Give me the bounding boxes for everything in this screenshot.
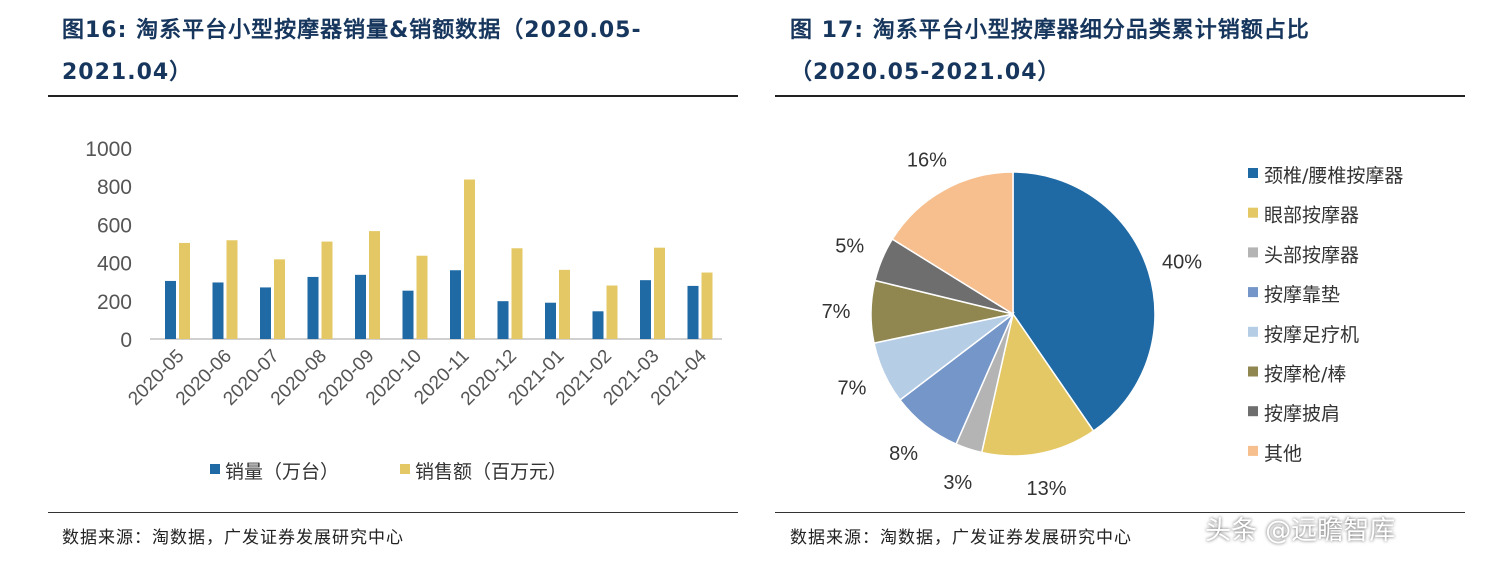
pie-label: 3% (943, 472, 972, 494)
legend-label: 按摩枪/棒 (1264, 364, 1346, 386)
legend-label: 颈椎/腰椎按摩器 (1264, 165, 1403, 187)
y-tick-label: 200 (97, 291, 132, 314)
pie-label: 40% (1162, 251, 1202, 273)
legend-swatch (1248, 287, 1258, 298)
legend-swatch (1248, 207, 1258, 218)
bar-sales (654, 247, 665, 339)
bar-sales (369, 231, 380, 339)
bar-volume (640, 280, 651, 339)
legend-swatch (1248, 406, 1258, 417)
bar-volume (165, 280, 176, 339)
y-tick-label: 1000 (85, 138, 132, 161)
bar-sales (464, 179, 475, 339)
y-tick-label: 600 (97, 214, 132, 237)
bar-volume (212, 282, 224, 339)
pie-label: 8% (889, 443, 918, 465)
legend-swatch (210, 464, 220, 474)
legend-label: 按摩靠垫 (1264, 284, 1340, 306)
pie-label: 5% (835, 236, 864, 258)
pie-slice (980, 312, 1095, 457)
bar-sales (701, 272, 713, 339)
right-title-line1: 图 17: 淘系平台小型按摩器细分品类累计销额占比 (790, 18, 1310, 43)
y-tick-label: 0 (120, 329, 132, 352)
bar-volume (450, 270, 461, 339)
bar-volume (592, 311, 604, 339)
bar-sales (606, 285, 618, 339)
y-tick-label: 800 (97, 176, 132, 199)
bar-volume (260, 287, 271, 339)
left-title-line1: 图16: 淘系平台小型按摩器销量&销额数据（2020.05- (62, 18, 642, 43)
bar-volume (687, 285, 699, 339)
bar-sales (416, 255, 428, 339)
bar-volume (402, 290, 414, 339)
bar-volume (355, 274, 366, 339)
pie-label: 7% (822, 301, 851, 323)
pie-slice (891, 171, 1014, 316)
right-source: 数据来源：淘数据，广发证券发展研究中心 (790, 528, 1132, 548)
left-title: 图16: 淘系平台小型按摩器销量&销额数据（2020.05- 2021.04） (62, 10, 742, 94)
right-title-line2: （2020.05-2021.04） (790, 60, 1061, 85)
legend-label: 销量（万台） (225, 461, 339, 483)
legend-label: 销售额（百万元） (415, 461, 567, 483)
right-bottom-rule (775, 512, 1465, 513)
watermark: 头条 @远瞻智库 (1205, 516, 1396, 546)
left-bottom-rule (48, 512, 738, 513)
pie-label: 13% (1026, 478, 1066, 500)
left-title-line2: 2021.04） (62, 60, 193, 85)
legend-swatch (1248, 366, 1258, 377)
legend-label: 按摩披肩 (1264, 403, 1340, 425)
bar-volume (497, 301, 509, 339)
bar-sales (559, 269, 570, 339)
legend-swatch (400, 464, 410, 474)
bar-sales (511, 248, 523, 339)
right-title: 图 17: 淘系平台小型按摩器细分品类累计销额占比 （2020.05-2021.… (790, 10, 1490, 94)
bar-sales (321, 241, 333, 339)
legend-label: 眼部按摩器 (1264, 205, 1359, 227)
legend-swatch (1248, 326, 1258, 337)
bar-volume (307, 276, 319, 339)
bar-volume (545, 302, 556, 339)
legend-label: 其他 (1264, 443, 1302, 465)
pie-label: 16% (907, 149, 947, 171)
pie-label: 7% (838, 378, 867, 400)
bar-sales (274, 259, 285, 339)
legend-label: 按摩足疗机 (1264, 324, 1359, 346)
pie-slice (1012, 171, 1156, 433)
right-top-rule (775, 95, 1465, 97)
left-source: 数据来源：淘数据，广发证券发展研究中心 (62, 528, 404, 548)
y-tick-label: 400 (97, 253, 132, 276)
legend-swatch (1248, 168, 1258, 178)
legend-swatch (1248, 247, 1258, 258)
left-top-rule (48, 95, 738, 97)
bar-sales (179, 242, 190, 339)
legend-swatch (1248, 445, 1258, 456)
legend-label: 头部按摩器 (1264, 244, 1359, 266)
bar-sales (226, 240, 238, 339)
